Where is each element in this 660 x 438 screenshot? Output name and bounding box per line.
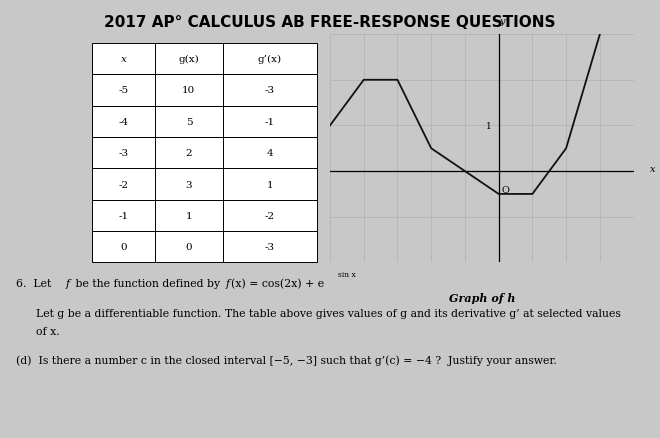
Text: Graph of h: Graph of h <box>449 293 515 304</box>
Text: 1: 1 <box>185 212 192 220</box>
Bar <box>92 232 155 263</box>
Text: sin x: sin x <box>338 270 356 278</box>
Text: (d)  Is there a number c in the closed interval [−5, −3] such that g’(c) = −4 ? : (d) Is there a number c in the closed in… <box>16 355 557 365</box>
Text: -3: -3 <box>265 243 275 252</box>
Text: -1: -1 <box>119 212 129 220</box>
Text: -3: -3 <box>119 149 129 158</box>
Bar <box>92 106 155 138</box>
Bar <box>92 75 155 106</box>
Text: 5: 5 <box>185 117 192 127</box>
Bar <box>92 169 155 200</box>
Bar <box>155 138 222 169</box>
Bar <box>92 138 155 169</box>
Text: -5: -5 <box>119 86 129 95</box>
Text: f: f <box>66 278 70 288</box>
Bar <box>222 106 317 138</box>
Bar <box>155 232 222 263</box>
Text: 0: 0 <box>185 243 192 252</box>
Text: -4: -4 <box>119 117 129 127</box>
Bar <box>155 75 222 106</box>
Text: 10: 10 <box>182 86 195 95</box>
Text: 4: 4 <box>267 149 273 158</box>
Text: 2: 2 <box>185 149 192 158</box>
Text: O: O <box>502 185 510 194</box>
Text: f: f <box>226 278 230 288</box>
Text: x: x <box>121 55 127 64</box>
Text: y: y <box>500 17 505 26</box>
Text: 3: 3 <box>185 180 192 189</box>
Bar <box>155 106 222 138</box>
Text: g(x): g(x) <box>178 55 199 64</box>
Text: of x.: of x. <box>36 326 60 336</box>
Text: (x) = cos(2x) + e: (x) = cos(2x) + e <box>231 278 324 288</box>
Text: Let g be a differentiable function. The table above gives values of g and its de: Let g be a differentiable function. The … <box>36 309 621 319</box>
Text: 6.  Let: 6. Let <box>16 278 55 288</box>
Text: 1: 1 <box>486 122 492 131</box>
Text: 2017 AP° CALCULUS AB FREE-RESPONSE QUESTIONS: 2017 AP° CALCULUS AB FREE-RESPONSE QUEST… <box>104 15 556 30</box>
Text: -2: -2 <box>119 180 129 189</box>
Bar <box>222 200 317 232</box>
Text: x: x <box>651 165 656 174</box>
Bar <box>222 44 317 75</box>
Text: 1: 1 <box>267 180 273 189</box>
Bar <box>92 44 155 75</box>
Bar <box>155 44 222 75</box>
Text: -2: -2 <box>265 212 275 220</box>
Text: g’(x): g’(x) <box>257 55 282 64</box>
Text: -1: -1 <box>265 117 275 127</box>
Text: 0: 0 <box>121 243 127 252</box>
Text: -3: -3 <box>265 86 275 95</box>
Text: be the function defined by: be the function defined by <box>72 278 224 288</box>
Bar <box>222 232 317 263</box>
Bar <box>222 169 317 200</box>
Bar <box>92 200 155 232</box>
Bar <box>155 169 222 200</box>
Bar <box>155 200 222 232</box>
Bar <box>222 138 317 169</box>
Bar <box>222 75 317 106</box>
